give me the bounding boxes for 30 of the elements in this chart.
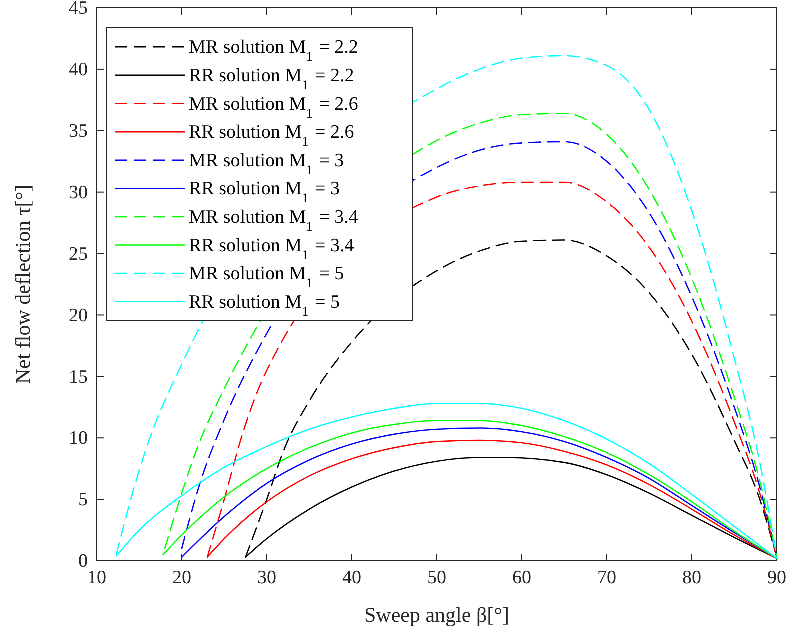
legend-label: RR solution M$_{1}$ = 5	[189, 292, 340, 318]
x-tick-label: 20	[172, 567, 192, 588]
x-tick-label: 40	[342, 567, 362, 588]
legend-label: MR solution M$_{1}$ = 2.2	[189, 37, 358, 64]
legend-label: RR solution M$_{1}$ = 2.2	[189, 65, 354, 92]
y-tick-label: 45	[69, 0, 88, 20]
y-tick-label: 0	[78, 551, 88, 572]
x-axis-title: Sweep angle β[°]	[364, 603, 510, 627]
y-tick-label: 35	[69, 120, 88, 142]
legend-label: MR solution M$_{1}$ = 3.4	[189, 206, 359, 234]
legend-label: RR solution M$_{1}$ = 3.4	[189, 235, 355, 262]
x-tick-label: 30	[258, 567, 276, 588]
y-tick-label: 10	[69, 428, 88, 450]
x-tick-label: 80	[682, 567, 702, 588]
legend-label: MR solution M$_{1}$ = 2.6	[189, 94, 358, 120]
y-tick-label: 5	[78, 490, 88, 511]
legend-label: RR solution M$_{1}$ = 2.6	[189, 122, 354, 149]
y-tick-label: 25	[69, 244, 88, 265]
x-tick-label: 70	[598, 567, 616, 588]
legend-label: RR solution M$_{1}$ = 3	[189, 178, 340, 206]
x-tick-label: 90	[768, 567, 786, 588]
y-axis-title: Net flow deflection τ[°]	[11, 184, 35, 384]
legend-label: MR solution M$_{1}$ = 5	[189, 264, 344, 290]
x-tick-label: 50	[428, 567, 446, 588]
y-tick-label: 40	[69, 60, 88, 81]
x-tick-label: 60	[512, 567, 532, 588]
y-tick-label: 15	[69, 366, 88, 388]
y-tick-label: 30	[69, 182, 88, 204]
y-tick-label: 20	[69, 305, 88, 326]
legend-label: MR solution M$_{1}$ = 3	[189, 150, 344, 177]
